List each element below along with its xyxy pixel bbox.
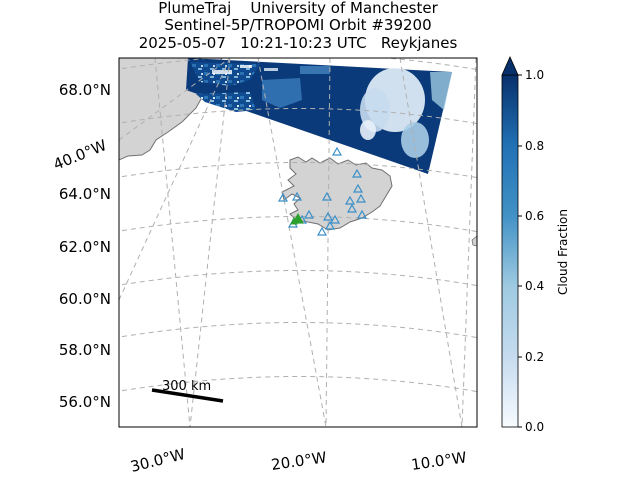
side-lon-label: 40.0°W — [51, 136, 110, 174]
colorbar-tick: 0.0 — [525, 420, 544, 434]
colorbar-tick: 1.0 — [525, 68, 544, 82]
longitude-gridlines — [119, 58, 477, 427]
colorbar-fill — [501, 74, 519, 428]
volcano-marker — [352, 183, 364, 193]
lon-label: 30.0°W — [129, 445, 188, 476]
volcano-marker — [346, 203, 358, 213]
volcano-marker — [322, 211, 334, 221]
lat-label: 64.0°N — [59, 185, 111, 203]
scale-bar-label: 300 km — [162, 379, 211, 394]
title-line-1: PlumeTraj University of Manchester — [158, 0, 438, 17]
volcano-marker — [291, 191, 303, 201]
volcano-marker — [356, 209, 368, 219]
map-frame — [118, 57, 478, 428]
colorbar-tick: 0.8 — [525, 139, 544, 153]
lat-label: 62.0°N — [59, 238, 111, 256]
tropomi-swath — [186, 58, 452, 174]
volcano-marker — [344, 195, 356, 205]
volcano-marker — [277, 192, 289, 202]
volcano-marker — [351, 168, 363, 178]
colorbar-label: Cloud Fraction — [556, 209, 570, 295]
volcano-marker — [321, 191, 333, 201]
lat-label: 68.0°N — [59, 81, 111, 99]
volcano-marker — [331, 146, 343, 156]
volcano-marker — [355, 193, 367, 203]
lon-label: 10.0°W — [410, 448, 468, 474]
volcano-markers — [277, 146, 368, 236]
volcano-marker — [324, 220, 336, 230]
target-volcano-marker-2 — [290, 216, 298, 225]
latitude-labels: 68.0°N 64.0°N 62.0°N 60.0°N 58.0°N 56.0°… — [59, 81, 111, 411]
colorbar: 0.0 0.2 0.4 0.6 0.8 1.0 Cloud Fraction — [501, 56, 570, 434]
colorbar-extend-arrow — [501, 56, 519, 76]
volcano-marker — [303, 209, 315, 219]
colorbar-tick: 0.4 — [525, 279, 544, 293]
lat-label: 58.0°N — [59, 341, 111, 359]
lat-label: 60.0°N — [59, 290, 111, 308]
latitude-gridlines — [119, 58, 477, 393]
lat-label: 56.0°N — [59, 393, 111, 411]
scale-bar — [151, 388, 224, 403]
lon-label: 20.0°W — [270, 448, 328, 474]
colorbar-tick: 0.6 — [525, 209, 544, 223]
volcano-marker — [316, 226, 328, 236]
map-area — [119, 58, 477, 427]
europe-edge-land — [471, 235, 477, 247]
volcano-marker — [329, 214, 341, 224]
colorbar-tick: 0.2 — [525, 350, 544, 364]
title-line-2: Sentinel-5P/TROPOMI Orbit #39200 — [164, 16, 432, 34]
title-line-3: 2025-05-07 10:21-10:23 UTC Reykjanes — [138, 34, 458, 52]
